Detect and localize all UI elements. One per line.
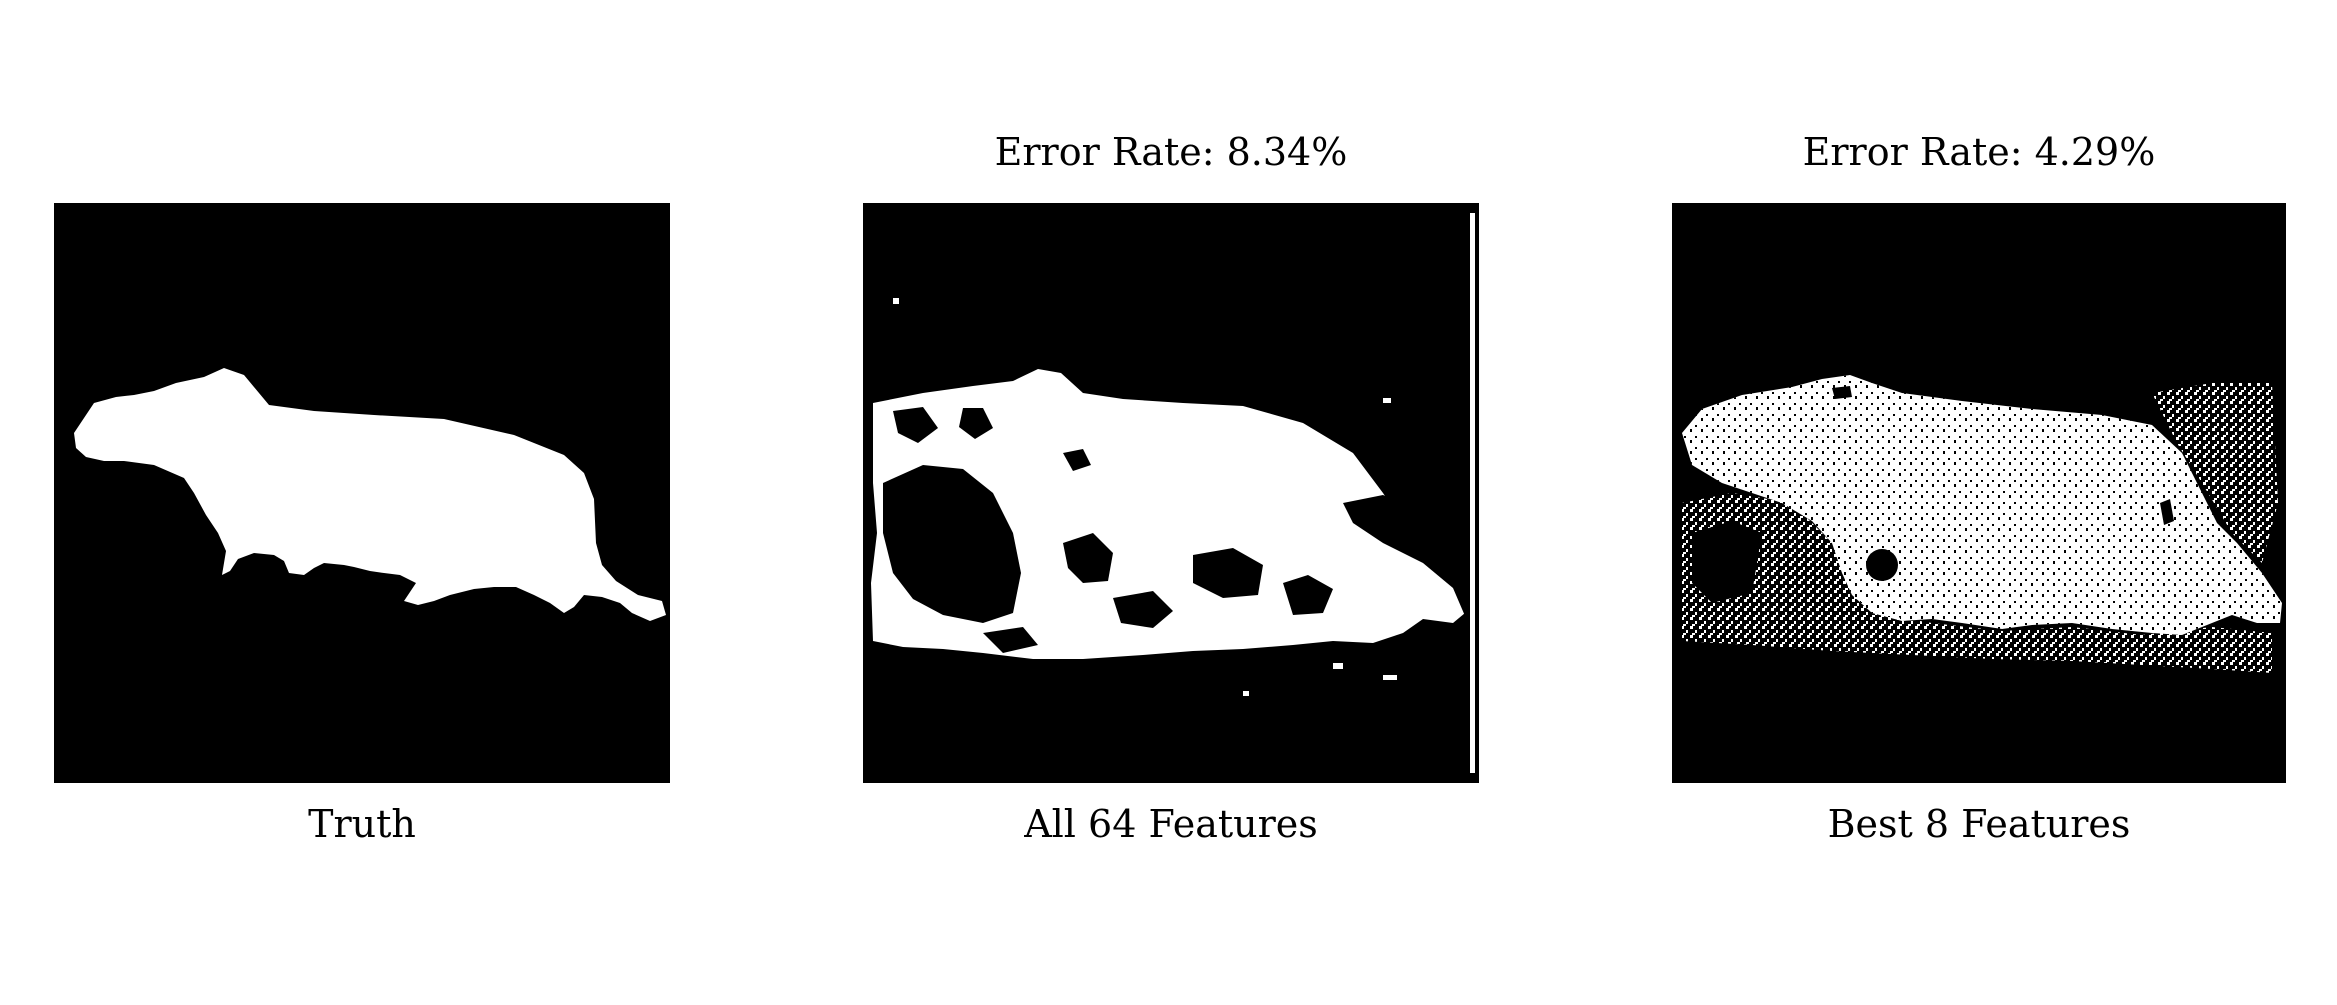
panel-caption: All 64 Features: [1024, 802, 1318, 846]
panel-title: Error Rate: 4.29%: [1802, 130, 2156, 174]
panel-best-8-features: Error Rate: 4.29%: [1672, 133, 2286, 843]
segmentation-64-image: [863, 203, 1479, 783]
panel-truth: Truth: [54, 203, 670, 843]
panel-caption: Truth: [308, 802, 416, 846]
panel-all-64-features: Error Rate: 8.34% All 64 Fea: [863, 133, 1479, 843]
truth-mask-image: [54, 203, 670, 783]
segmentation-8-image: [1672, 203, 2286, 783]
panel-caption: Best 8 Features: [1827, 802, 2131, 846]
panel-title: Error Rate: 8.34%: [994, 130, 1348, 174]
